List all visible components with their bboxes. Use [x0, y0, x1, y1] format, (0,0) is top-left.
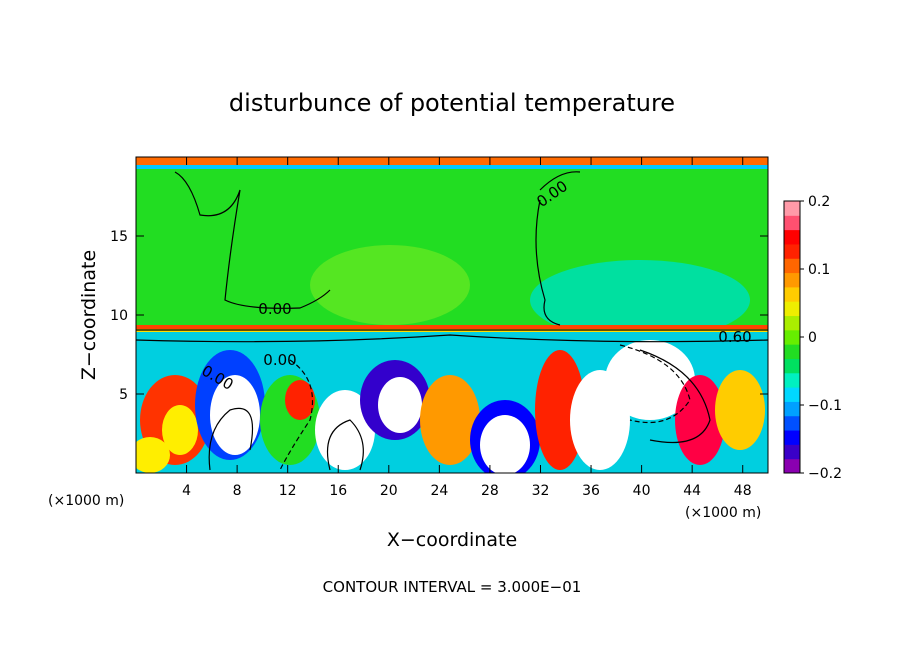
colorbar-tick-label: −0.1	[808, 398, 842, 414]
colorbar-segment	[784, 372, 800, 388]
x-tick-label: 36	[582, 483, 600, 499]
colorbar-tick-label: 0	[808, 330, 817, 346]
contour-lines	[136, 171, 768, 471]
x-tick-label: 12	[279, 483, 297, 499]
colorbar-segment	[784, 430, 800, 445]
colorbar-segment	[784, 272, 800, 288]
x-tick-label: 32	[532, 483, 550, 499]
negative-contours	[279, 344, 691, 471]
colorbar: 0.2 0.1 0 −0.1 −0.2	[783, 194, 842, 482]
x-unit-right: (×1000 m)	[685, 505, 761, 521]
y-axis: 5 10 15	[110, 229, 768, 403]
x-tick-label: 8	[233, 483, 242, 499]
colorbar-segment	[784, 315, 800, 331]
colorbar-segment	[784, 415, 800, 431]
colorbar-tick-label: 0.1	[808, 262, 830, 278]
top-boundary-band	[136, 157, 768, 165]
colorbar-segment	[784, 301, 800, 317]
top-cyan-band	[136, 165, 768, 169]
x-unit-left: (×1000 m)	[48, 493, 124, 509]
colorbar-tick-label: −0.2	[808, 466, 842, 482]
colorbar-segment	[784, 258, 800, 274]
y-tick-label: 10	[110, 308, 128, 324]
colorbar-segment	[784, 215, 800, 231]
colorbar-segment	[784, 201, 800, 216]
x-tick-label: 16	[329, 483, 347, 499]
contour-label: 0.00	[258, 300, 291, 318]
contour-label: 0.60	[718, 328, 751, 346]
colorbar-segment	[784, 229, 800, 245]
x-tick-label: 48	[734, 483, 752, 499]
colorbar-segment	[784, 243, 800, 259]
plot-area	[136, 157, 768, 473]
turbulent-blobs	[136, 340, 765, 473]
y-tick-label: 5	[119, 387, 128, 403]
inversion-red	[136, 325, 768, 329]
colorbar-segment	[784, 387, 800, 402]
colorbar-segment	[784, 329, 800, 345]
colorbar-segment	[784, 358, 800, 374]
y-tick-label: 15	[110, 229, 128, 245]
x-axis-label: X−coordinate	[387, 529, 517, 551]
colorbar-segment	[784, 344, 800, 359]
warm-anomaly	[310, 245, 470, 325]
colorbar-segment	[784, 458, 800, 474]
contour-label: 0.00	[263, 351, 296, 369]
colorbar-tick-label: 0.2	[808, 194, 830, 210]
colorbar-segment	[784, 401, 800, 417]
x-tick-label: 40	[633, 483, 651, 499]
cool-anomaly	[530, 260, 750, 340]
colorbar-segment	[784, 444, 800, 460]
x-tick-label: 28	[481, 483, 499, 499]
x-tick-label: 24	[430, 483, 448, 499]
y-axis-label: Z−coordinate	[78, 250, 100, 380]
x-tick-label: 44	[683, 483, 701, 499]
x-tick-label: 20	[380, 483, 398, 499]
chart-title: disturbunce of potential temperature	[229, 89, 675, 117]
x-tick-label: 4	[182, 483, 191, 499]
colorbar-segment	[784, 286, 800, 302]
x-axis: 4 8 12 16 20 24 28 32 36 40 44 48	[182, 157, 752, 499]
contour-interval-note: CONTOUR INTERVAL = 3.000E−01	[323, 578, 582, 596]
